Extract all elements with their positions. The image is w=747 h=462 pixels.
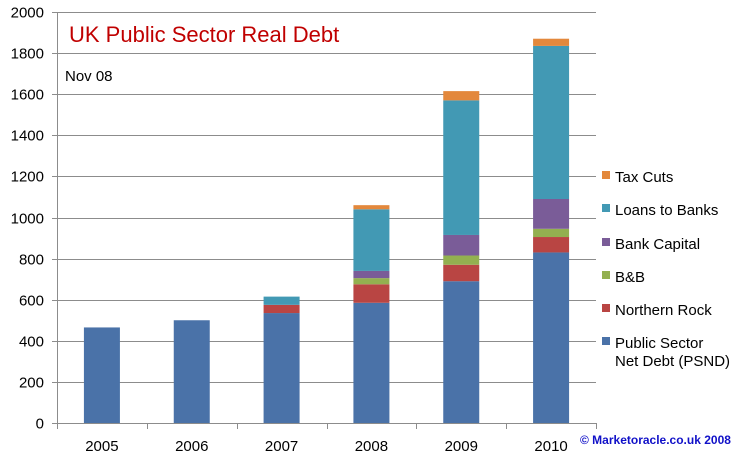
legend-swatch: [602, 171, 610, 179]
legend: Tax Cuts Loans to Banks Bank Capital B&B Nor…: [602, 169, 730, 370]
legend-swatch: [602, 304, 610, 312]
x-tick-label: 2005: [85, 438, 118, 455]
legend-swatch: [602, 238, 610, 246]
legend-label: Bank Capital: [615, 236, 700, 253]
bar-segment-loans-to-banks-2009: [443, 100, 480, 235]
legend-label: Loans to Banks: [615, 202, 718, 219]
bars: [83, 38, 570, 423]
x-axis-ticks: 2005 2006 2007 2008 2009 2010: [57, 423, 597, 455]
legend-label: B&B: [615, 269, 645, 286]
bar-segment-public-sector-net-debt-psnd--2009: [443, 281, 480, 423]
legend-swatch: [602, 204, 610, 212]
bar-segment-northern-rock-2007: [263, 304, 300, 314]
legend-label: Net Debt (PSND): [615, 353, 730, 370]
y-tick-label: 400: [19, 334, 44, 351]
bar-segment-b-b-2009: [443, 255, 480, 265]
bar-segment-northern-rock-2009: [443, 264, 480, 282]
bar-segment-public-sector-net-debt-psnd--2008: [353, 302, 390, 423]
x-tick-label: 2007: [265, 438, 298, 455]
chart-title: UK Public Sector Real Debt: [69, 22, 339, 47]
bar-segment-bank-capital-2010: [533, 199, 570, 229]
credit-text: © Marketoracle.co.uk 2008: [580, 433, 731, 447]
y-tick-label: 1600: [11, 87, 44, 104]
bar-segment-public-sector-net-debt-psnd--2010: [533, 252, 570, 423]
y-tick-label: 1800: [11, 46, 44, 63]
bar-segment-bank-capital-2008: [353, 270, 390, 279]
y-tick-label: 600: [19, 293, 44, 310]
bar-segment-loans-to-banks-2007: [263, 296, 300, 305]
y-axis-ticks: 0 200 400 600 800 1000 1200 1400 1600 1800 2000: [11, 5, 57, 433]
bar-segment-tax-cuts-2008: [353, 205, 390, 210]
x-tick-label: 2006: [175, 438, 208, 455]
y-tick-label: 1000: [11, 211, 44, 228]
x-tick-label: 2009: [445, 438, 478, 455]
bar-segment-tax-cuts-2010: [533, 38, 570, 46]
y-tick-label: 1400: [11, 128, 44, 145]
bar-segment-northern-rock-2008: [353, 284, 390, 303]
legend-label: Tax Cuts: [615, 169, 673, 186]
bar-segment-loans-to-banks-2008: [353, 209, 390, 271]
bar-segment-northern-rock-2010: [533, 237, 570, 253]
x-tick-label: 2008: [355, 438, 388, 455]
y-tick-label: 800: [19, 252, 44, 269]
bar-segment-public-sector-net-debt-psnd--2007: [263, 313, 300, 423]
bar-segment-b-b-2010: [533, 228, 570, 238]
legend-swatch: [602, 271, 610, 279]
bar-segment-loans-to-banks-2010: [533, 45, 570, 200]
y-tick-label: 2000: [11, 5, 44, 22]
gridlines: [57, 12, 596, 383]
x-tick-label: 2010: [534, 438, 567, 455]
bar-segment-bank-capital-2009: [443, 234, 480, 256]
bar-segment-tax-cuts-2009: [443, 91, 480, 101]
legend-label: Northern Rock: [615, 302, 712, 319]
bar-segment-public-sector-net-debt-psnd--2005: [83, 327, 120, 423]
bar-segment-b-b-2008: [353, 278, 390, 285]
y-tick-label: 0: [36, 416, 44, 433]
y-tick-label: 1200: [11, 169, 44, 186]
legend-label: Public Sector: [615, 335, 703, 352]
legend-swatch: [602, 337, 610, 345]
chart-subtitle: Nov 08: [65, 68, 113, 85]
y-tick-label: 200: [19, 375, 44, 392]
bar-segment-public-sector-net-debt-psnd--2006: [173, 320, 210, 423]
